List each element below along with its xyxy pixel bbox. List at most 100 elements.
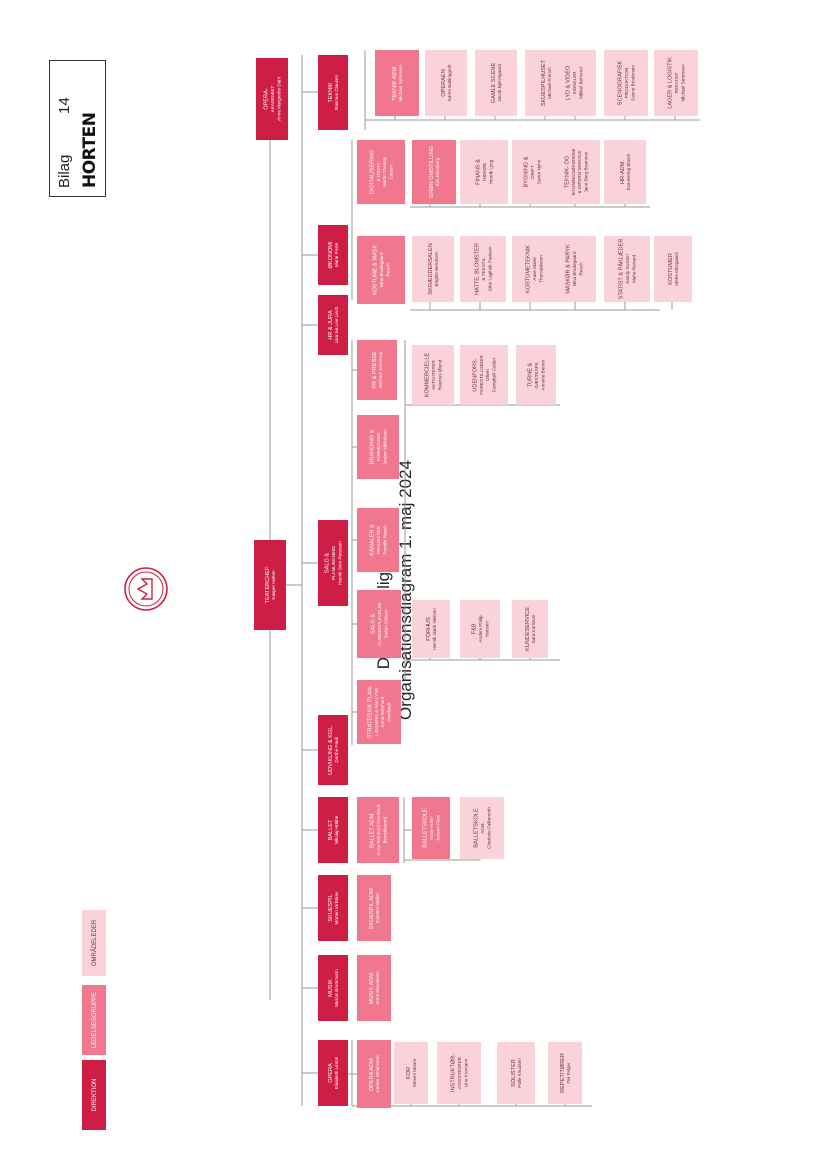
org-box-line: Birgitte Bendtsen xyxy=(434,251,439,286)
org-box-fill xyxy=(654,236,692,302)
org-box-hatte: HATTE, BLOMSTER& TEKSTILGitte Lagihuk Pa… xyxy=(460,236,506,302)
org-box-fill xyxy=(548,1042,582,1104)
org-box-line: Anders Philip xyxy=(478,615,483,643)
org-box-fill xyxy=(460,140,508,204)
org-box-kommercielle: KOMMERCIELLEAKTIVITETERRasmus Ølund xyxy=(412,345,454,405)
org-box-fill xyxy=(604,236,650,302)
org-box-line: GÆSTESPIL xyxy=(534,361,539,389)
org-box-line: Carine Johansson xyxy=(375,1055,380,1092)
org-box-okonomi: ØKONOMIMarie Posle xyxy=(318,225,348,285)
org-box-teaterchef: TEATERCHEFKasper Holten xyxy=(254,540,286,630)
org-box-line: Rasmus Clausen xyxy=(334,75,339,110)
org-box-fill xyxy=(412,140,456,204)
legend-label-direktion: DIREKTION xyxy=(92,1079,98,1112)
org-box-fill xyxy=(604,50,648,116)
org-box-text: KOMMERCIELLEAKTIVITETERRasmus Ølund xyxy=(425,353,443,398)
org-box-fill xyxy=(357,680,401,744)
org-box-text: BALLETNikolaj Hübbe xyxy=(328,815,339,844)
org-box-text: SKUESPIL ADM.Carsten Møller xyxy=(369,886,380,929)
org-box-text: OPERAElisabeth Linton xyxy=(328,1056,339,1089)
org-box-opera-akademiet: OPERA-AKADEMIETAnne Margrethe Dahl xyxy=(256,58,288,140)
org-box-bygning: BYGNING &DRIFTSøren Nyhn xyxy=(512,140,552,204)
org-box-text: MUSIKMarcin Brommann xyxy=(328,969,339,1007)
org-box-line: REKVISIT xyxy=(674,72,679,93)
org-box-line: KOSTUME & MASK xyxy=(373,245,379,296)
org-box-line: KOSTUMER xyxy=(668,253,674,285)
org-box-line: Michael Jannerup xyxy=(378,351,383,388)
org-box-hr-adm: HR-ADM.Eva Bering Bloom xyxy=(604,140,646,204)
org-box-text: BALLET ADM.Anna Reinhard Overbeck(konsti… xyxy=(370,804,388,856)
org-box-line: REPETITØRER xyxy=(560,1053,566,1093)
org-box-fill xyxy=(357,415,399,479)
org-box-text: SCENOGRAFISKPRODUKTIONSanne Brodersen xyxy=(618,61,636,106)
org-box-gron: GRØN OMSTILLINGKim Ericsberg xyxy=(412,140,456,204)
org-box-fill xyxy=(412,345,454,405)
org-box-line: SKUESPIL xyxy=(328,894,334,921)
org-box-line: Søren Nyhn xyxy=(536,159,541,184)
org-box-fill xyxy=(475,50,517,116)
org-box-line: Aase Marie xyxy=(532,257,537,281)
org-box-line: TEATERCHEF xyxy=(265,566,271,603)
org-box-text: TEKNIKRasmus Clausen xyxy=(328,75,339,110)
org-box-text: F&BAnders PhilipHansen xyxy=(472,615,490,643)
org-box-text: KORSteven Moore xyxy=(406,1058,417,1087)
org-box-line: BYGNINGSØKONOMI xyxy=(571,149,576,195)
org-box-text: ØKONOMIMarie Posle xyxy=(328,241,339,268)
org-box-kor: KORSteven Moore xyxy=(394,1042,428,1104)
org-box-line: Henrik Lyng xyxy=(488,159,493,184)
org-box-line: SIGNALER xyxy=(572,71,577,95)
org-box-line: PLANLÆGNING xyxy=(331,545,336,580)
org-box-text: STATIST & PÅKLÆDERSandy GordonMahe-Renar… xyxy=(618,239,637,300)
org-box-repetitorer: REPETITØREROvi Falger xyxy=(548,1042,582,1104)
org-box-line: Carsten Møller xyxy=(375,892,380,923)
org-box-kundeservice: KUNDESERVICESara Karlsson xyxy=(512,600,548,658)
org-box-text: UDENFORS-FORESTILLINGEROliverCampbell-Ca… xyxy=(472,355,496,395)
org-box-text: MASKØR & PARYKNina BrodegaardResch xyxy=(566,244,584,294)
org-box-fill xyxy=(318,55,348,130)
org-box-finans: FINANS &INDKØBHenrik Lyng xyxy=(460,140,508,204)
org-box-line: PROJEKTER xyxy=(376,526,381,554)
org-box-text: GRØN OMSTILLINGKim Ericsberg xyxy=(429,146,440,198)
org-box-line: Sandy Gordon xyxy=(625,254,630,284)
org-box-line: GRØN OMSTILLING xyxy=(429,146,435,198)
org-box-line: & IT/KRY xyxy=(376,162,381,181)
org-box-line: Morten Kirkskov xyxy=(334,891,339,925)
org-box-musik: MUSIKMarcin Brommann xyxy=(318,955,348,1021)
org-box-line: Thorvaldsson xyxy=(538,255,543,283)
org-box-line: BALLETSKOLE xyxy=(423,808,429,848)
org-box-text: OPERAENSøren Baltinggroft xyxy=(441,64,452,102)
org-box-line: Marcin Brommann xyxy=(334,969,339,1007)
org-box-text: REPETITØREROvi Falger xyxy=(560,1053,571,1093)
org-box-line: KOSTUMETEKNIK xyxy=(526,245,532,293)
org-box-fill xyxy=(357,140,405,204)
org-box-line: FORESTILLINGER xyxy=(479,355,484,395)
org-box-line: Sara Karlsson xyxy=(531,614,536,643)
legend-swatch-direktion xyxy=(82,1060,106,1130)
org-box-line: Hansen xyxy=(484,621,489,637)
legend-swatch-omraade xyxy=(82,910,106,976)
org-box-fill xyxy=(394,1042,428,1104)
legend-label-omraade: OMRÅDELEDER xyxy=(91,919,98,966)
org-box-text: BRANDING &FORMIDLINGJesper Mikkelsen xyxy=(370,429,388,465)
org-box-text: SALG &PLANLÆGNINGHenrik Sten Petersen xyxy=(325,541,343,585)
org-box-turne: TURNÉ &GÆSTESPILAnnette Berner xyxy=(516,345,556,405)
org-box-line: PR & PRESSE xyxy=(372,351,378,389)
org-box-fill xyxy=(318,797,348,863)
org-box-line: Charlotte Falkenroth xyxy=(486,807,491,849)
org-box-forhus: FORHUSHenrik Mørk Nielsen xyxy=(412,600,450,658)
org-box-line: F&B xyxy=(472,623,478,634)
org-box-line: Anna Reinhard Overbeck xyxy=(376,804,381,856)
org-box-line: HR-ADM. xyxy=(620,160,626,184)
org-box-text: PR & PRESSEMichael Jannerup xyxy=(372,351,383,389)
bilag-stamp: Bilag 14 HORTEN xyxy=(49,60,106,197)
org-box-line: TEKNIK xyxy=(328,82,334,102)
org-box-line: KUNDESERVICE xyxy=(525,607,531,651)
org-box-fill xyxy=(512,140,552,204)
org-box-text: SKRÆDDERSALENBirgitte Bendtsen xyxy=(428,243,439,294)
org-box-line: BALLETSKOLE xyxy=(474,808,480,848)
org-box-fill xyxy=(412,797,450,859)
org-box-line: Lisa Iva Lee Lisch xyxy=(334,306,339,343)
org-box-line: GAMLE SCENE xyxy=(491,63,497,104)
legend-label-ledelse: LEDELSESGRUPPE xyxy=(92,992,98,1048)
org-box-line: ASSISTENTER xyxy=(457,1056,462,1089)
